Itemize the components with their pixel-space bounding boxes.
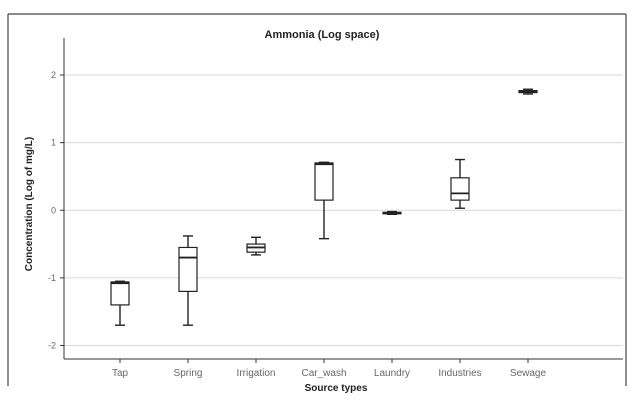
box-iqr bbox=[314, 162, 334, 201]
box-spring bbox=[178, 235, 198, 326]
y-axis-label: Concentration (Log of mg/L) bbox=[24, 137, 35, 271]
x-tick-label: Industries bbox=[438, 368, 481, 379]
y-tick-label: -2 bbox=[48, 340, 56, 350]
x-tick-label: Laundry bbox=[374, 368, 410, 379]
box-iqr bbox=[110, 281, 130, 306]
box-industries bbox=[450, 158, 470, 209]
x-tick-label: Tap bbox=[112, 368, 129, 379]
boxes bbox=[110, 88, 538, 326]
x-tick-label: Irrigation bbox=[237, 368, 276, 379]
box-iqr bbox=[450, 177, 470, 201]
box-car-wash bbox=[314, 161, 334, 240]
x-axis-label: Source types bbox=[305, 383, 368, 394]
x-tick-label: Sewage bbox=[510, 368, 547, 379]
box-iqr bbox=[178, 246, 198, 292]
chart-title: Ammonia (Log space) bbox=[265, 29, 380, 41]
box-irrigation bbox=[246, 236, 266, 256]
y-tick-label: 2 bbox=[51, 70, 56, 80]
y-tick-label: 0 bbox=[51, 205, 56, 215]
axes bbox=[60, 38, 623, 363]
y-tick-label: -1 bbox=[48, 273, 56, 283]
box-tap bbox=[110, 280, 130, 326]
labels: 2 1 0 -1 -2 Tap Spring Irrigation Car_wash Laundr… bbox=[24, 29, 547, 394]
box-laundry bbox=[382, 210, 402, 216]
grid-lines bbox=[64, 74, 623, 346]
box-sewage bbox=[518, 88, 538, 95]
x-tick-label: Spring bbox=[174, 368, 203, 379]
y-tick-label: 1 bbox=[51, 138, 56, 148]
x-tick-label: Car_wash bbox=[301, 368, 346, 379]
